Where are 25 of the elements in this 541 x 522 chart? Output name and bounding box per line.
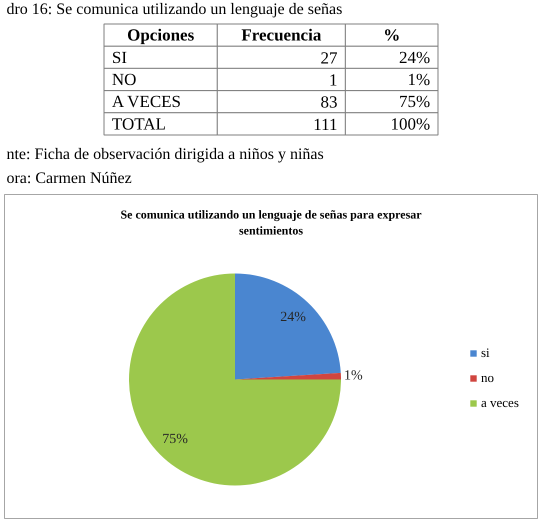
legend-label: si xyxy=(481,345,491,361)
data-label: 1% xyxy=(407,70,430,89)
data-label: 1% xyxy=(344,368,363,384)
data-label: 83 xyxy=(320,92,338,112)
category-label: TOTAL xyxy=(112,114,166,134)
category-label: A VECES xyxy=(112,92,182,112)
legend-label: no xyxy=(481,370,495,386)
data-label: 111 xyxy=(313,114,338,134)
text: Opciones xyxy=(127,26,195,45)
data-label: 27 xyxy=(320,48,338,68)
text: ora: Carmen Núñez xyxy=(6,170,132,187)
data-label: 100% xyxy=(390,114,430,134)
chart-title: Se comunica utilizando un lenguaje de señas para expresar sentimientos xyxy=(120,208,422,238)
series-label: Frecuencia xyxy=(241,26,322,45)
text: dro 16: Se comunica utilizando un lenguaje de señas xyxy=(6,1,342,18)
data-label: 24% xyxy=(280,310,306,326)
category-label: NO xyxy=(112,70,136,89)
category-label: SI xyxy=(112,48,128,67)
legend-label: a veces xyxy=(481,395,519,411)
series-label: % xyxy=(383,26,400,45)
data-label: 75% xyxy=(162,432,188,447)
data-label: 75% xyxy=(398,92,430,112)
text: nte: Ficha de observación dirigida a niños y niñas xyxy=(6,146,324,163)
data-label: 24% xyxy=(398,48,430,67)
data-label: 1 xyxy=(329,70,338,90)
